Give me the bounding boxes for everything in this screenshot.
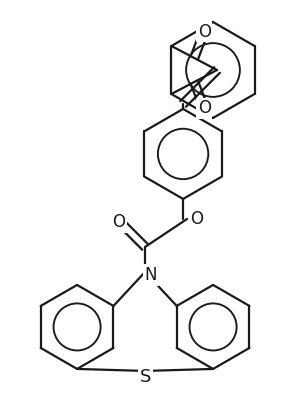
Text: O: O — [198, 23, 211, 41]
Text: S: S — [139, 368, 151, 386]
Text: O: O — [191, 210, 204, 228]
Text: O: O — [112, 213, 125, 231]
Text: O: O — [198, 99, 211, 117]
Text: N: N — [145, 266, 157, 284]
